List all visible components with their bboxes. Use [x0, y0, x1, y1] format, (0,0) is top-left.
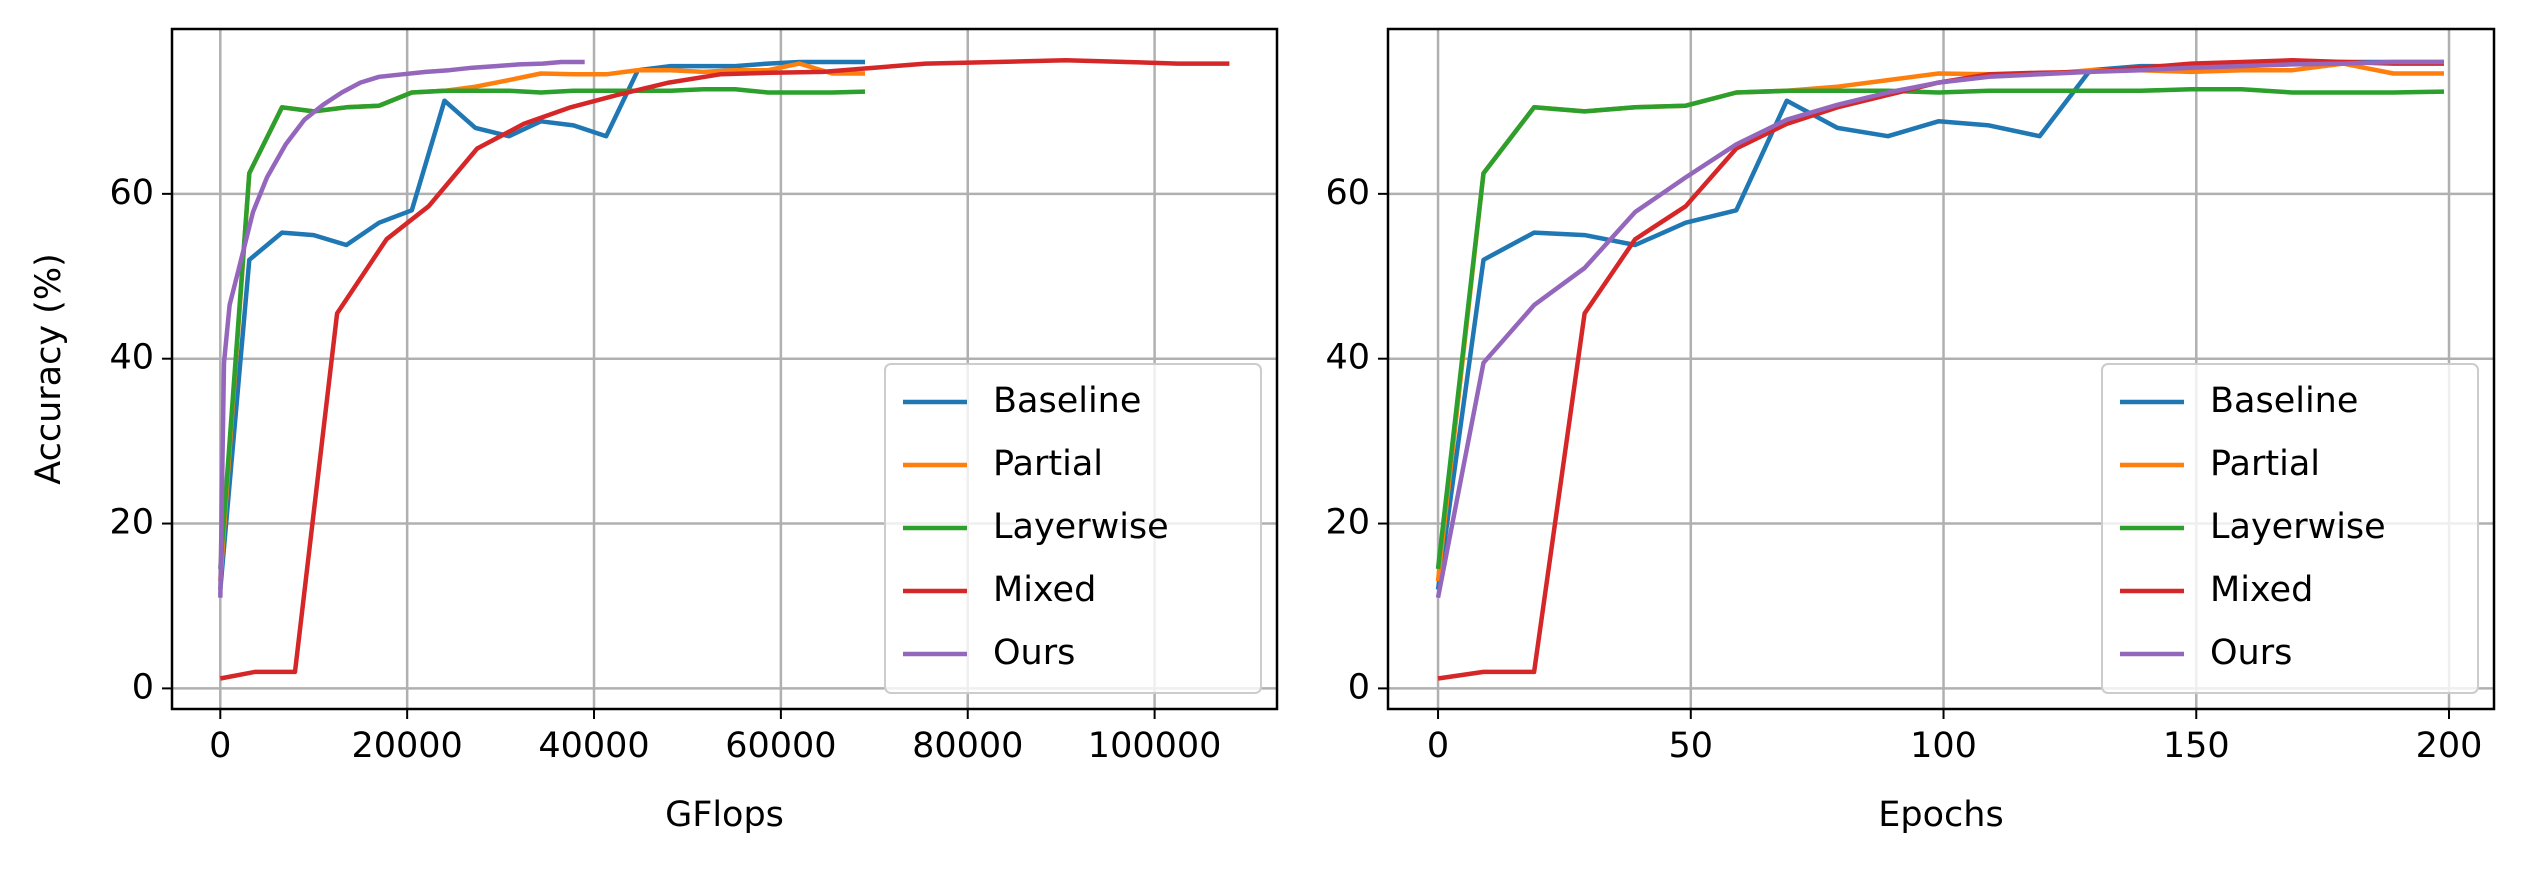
- x-tick-label: 200: [2416, 726, 2483, 766]
- x-tick-label: 50: [1669, 726, 1714, 766]
- y-tick-label: 40: [109, 338, 154, 378]
- series-line: [1435, 86, 2445, 570]
- y-tick-label: 20: [1325, 503, 1370, 543]
- x-tick-label: 100: [1910, 726, 1977, 766]
- legend-label: Partial: [2210, 444, 2320, 484]
- legend-label: Ours: [2210, 633, 2292, 673]
- axes-frame: [1386, 27, 2496, 711]
- x-tick-label: 40000: [538, 726, 649, 766]
- legend-label: Mixed: [993, 570, 1096, 610]
- x-tick-label: 0: [1427, 726, 1449, 766]
- y-axis-label: Accuracy (%): [29, 253, 69, 484]
- x-tick-label: 20000: [351, 726, 462, 766]
- axes-frame: [170, 27, 1279, 711]
- legend-label: Mixed: [2210, 570, 2313, 610]
- y-tick-label: 0: [1348, 667, 1370, 707]
- legend-label: Baseline: [993, 381, 1141, 421]
- legend-label: Baseline: [2210, 381, 2358, 421]
- x-tick-label: 60000: [725, 726, 836, 766]
- x-axis-label: GFlops: [665, 795, 784, 835]
- legend-label: Partial: [993, 444, 1103, 484]
- legend-label: Ours: [993, 633, 1075, 673]
- legend-box: [2101, 363, 2479, 694]
- series-line: [219, 58, 1230, 681]
- legend-box: [884, 363, 1262, 694]
- y-tick-label: 0: [132, 667, 154, 707]
- legend-label: Layerwise: [993, 507, 1169, 547]
- series-line: [218, 59, 585, 598]
- x-tick-label: 80000: [912, 726, 1023, 766]
- x-axis-label: Epochs: [1878, 795, 2003, 835]
- series-line: [218, 59, 865, 590]
- y-tick-label: 60: [1325, 173, 1370, 213]
- x-tick-label: 100000: [1088, 726, 1222, 766]
- legend-label: Layerwise: [2210, 507, 2386, 547]
- y-tick-label: 40: [1325, 338, 1370, 378]
- x-tick-label: 0: [209, 726, 231, 766]
- series-line: [1435, 59, 2444, 599]
- y-tick-label: 20: [109, 503, 154, 543]
- x-tick-label: 150: [2163, 726, 2230, 766]
- series-line: [218, 86, 866, 570]
- y-tick-label: 60: [109, 173, 154, 213]
